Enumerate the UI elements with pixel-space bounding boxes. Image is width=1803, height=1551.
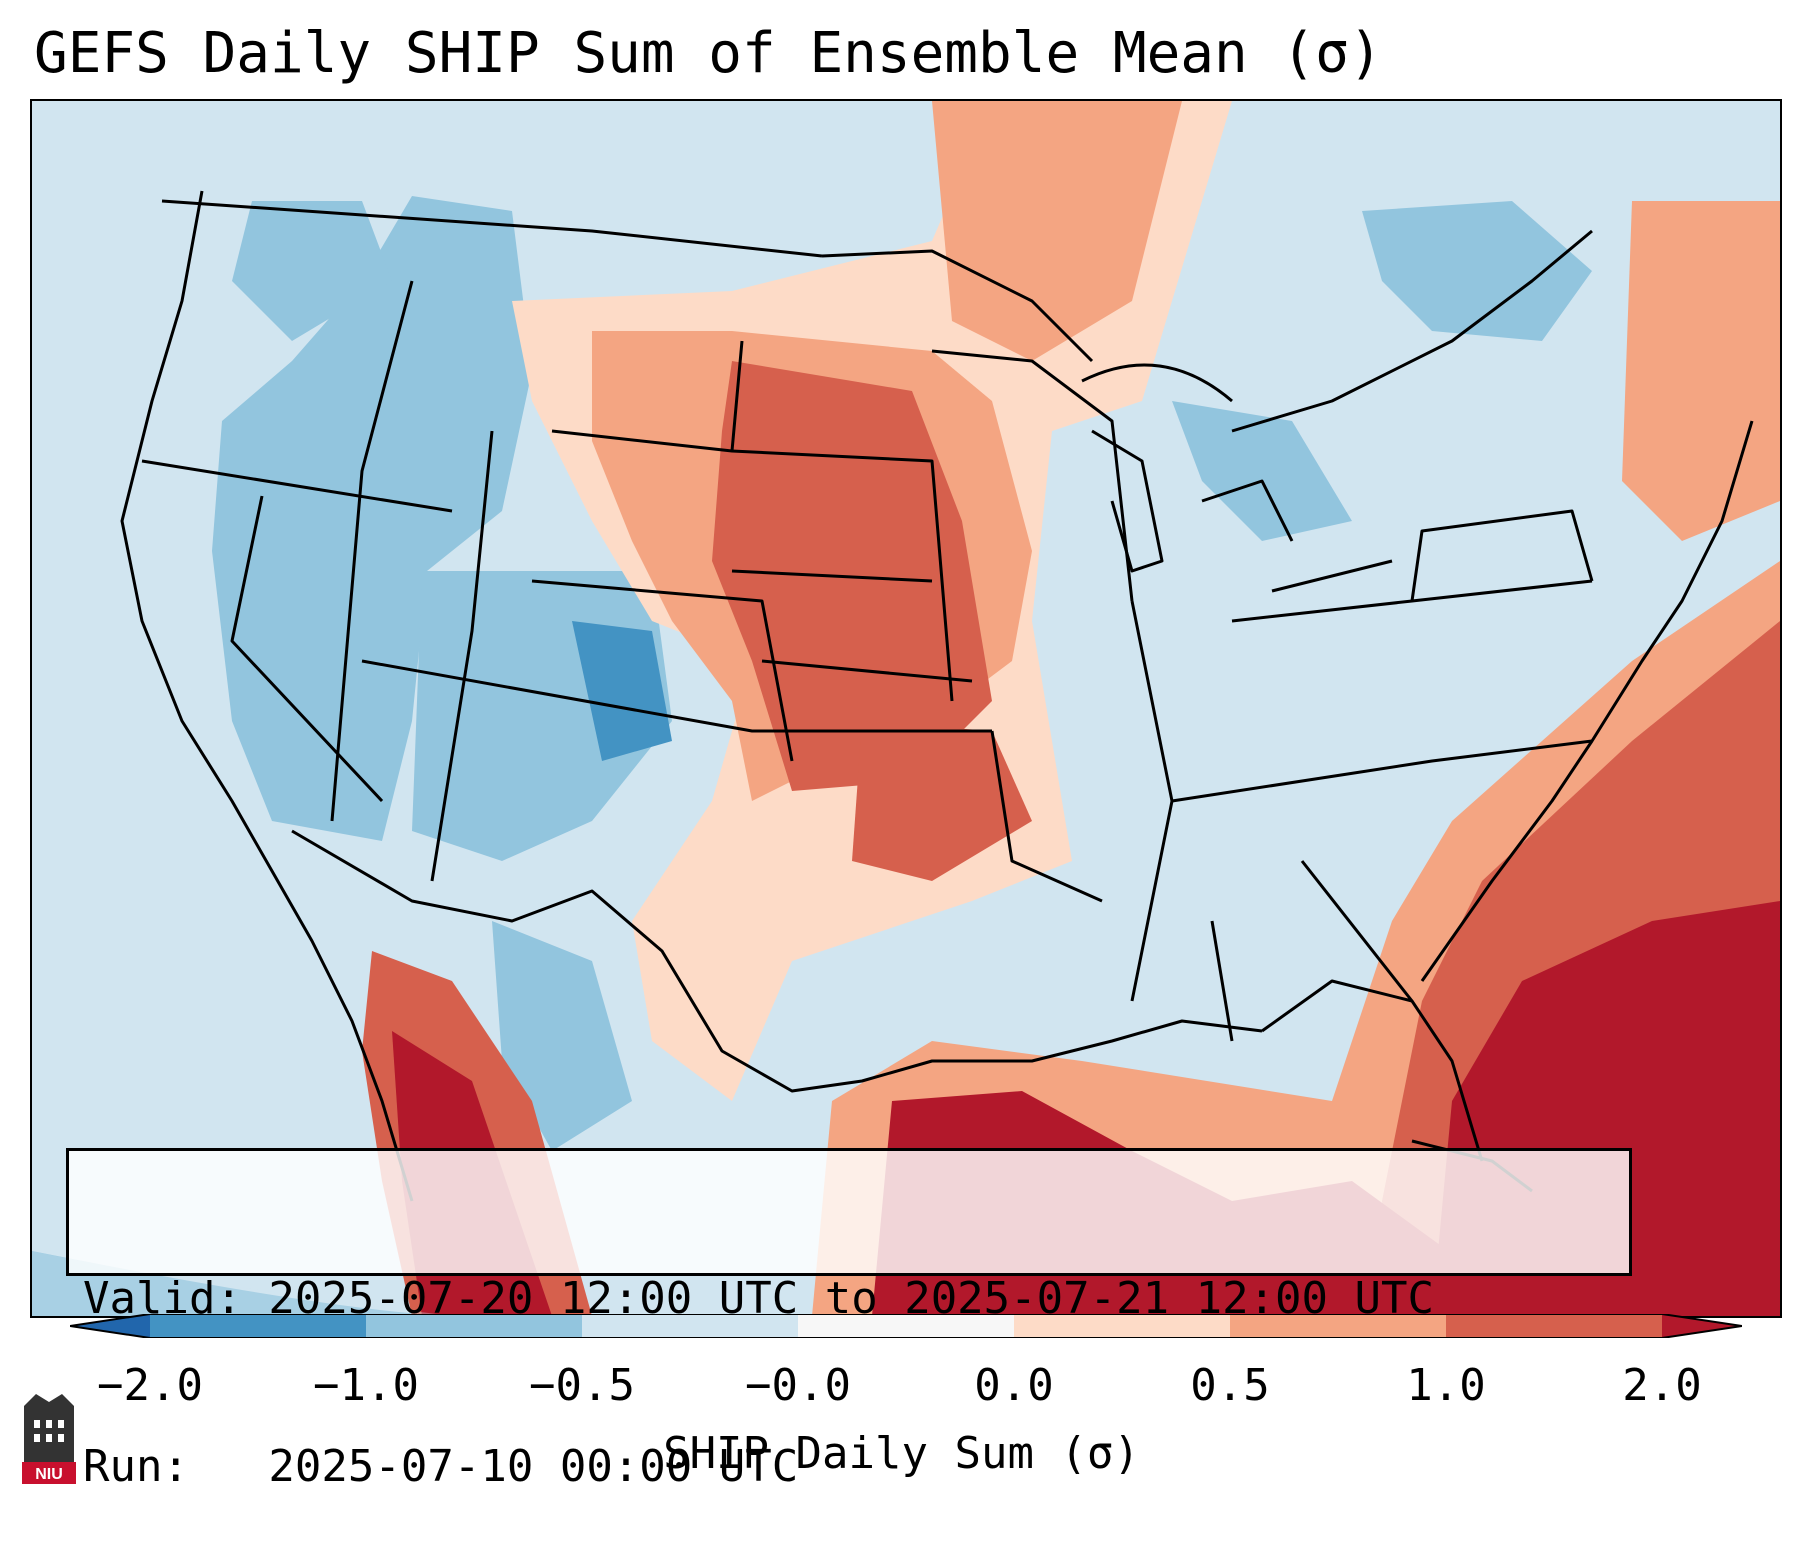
lake-huron [1201, 479, 1294, 542]
colorbar-tick-label: −2.0 [97, 1360, 203, 1411]
colorbar-tick-label: 0.5 [1190, 1360, 1270, 1411]
border-southern-tier [361, 659, 992, 733]
colorbar [70, 1314, 1742, 1338]
colorbar-tick-label: −0.5 [529, 1360, 635, 1411]
us-mexico-gulf-coast [291, 829, 1263, 1093]
border-co-ks [531, 579, 794, 762]
border-id-nv-az [330, 280, 414, 822]
border-pennsylvania [1410, 509, 1594, 602]
logo-text: NIU [35, 1466, 63, 1483]
colorbar-tick-label: 1.0 [1406, 1360, 1486, 1411]
colorbar-tick-label: 2.0 [1622, 1360, 1702, 1411]
logo-band [22, 1462, 76, 1484]
border-ks-ok [761, 659, 973, 683]
pacific-coastline [120, 190, 414, 1202]
lake-michigan [1091, 429, 1164, 573]
colorbar-segment [1014, 1314, 1231, 1338]
region-colorado-core [572, 621, 672, 761]
colorbar-segment [366, 1314, 583, 1338]
colorbar-segment [1446, 1314, 1663, 1338]
colorbar-segment [582, 1314, 799, 1338]
canada-border-central [821, 249, 1094, 363]
region-british-columbia [232, 201, 392, 341]
colorbar-segment [150, 1314, 367, 1338]
border-ga-fl [1300, 860, 1414, 1002]
niu-logo: NIU [22, 1394, 76, 1484]
colorbar-under-arrow [70, 1314, 150, 1338]
border-ar-la [990, 730, 1103, 903]
region-new-england-offshore [1622, 201, 1780, 541]
colorbar-tick-label: −0.0 [745, 1360, 851, 1411]
border-ca-nv [230, 495, 384, 803]
border-al [1210, 920, 1234, 1042]
border-or-ca-nv [141, 459, 453, 513]
map-canvas [32, 101, 1780, 1316]
coastlines-and-borders [120, 190, 1754, 1202]
colorbar-segments [150, 1314, 1663, 1338]
border-tn-nc [1171, 739, 1593, 803]
canada-border-west [161, 199, 823, 258]
canada-border-east [1231, 229, 1593, 433]
colorbar-tick-label: −1.0 [313, 1360, 419, 1411]
region-ontario [932, 101, 1182, 361]
map-panel [30, 99, 1782, 1318]
colorbar-label: SHIP Daily Sum (σ) [663, 1428, 1140, 1479]
region-great-lakes [1172, 401, 1352, 541]
region-pacific-edge [32, 1251, 452, 1316]
run-info-box: Valid: 2025-07-20 12:00 UTC to 2025-07-2… [66, 1148, 1632, 1492]
border-ne-sd [731, 569, 933, 583]
run-time-line: Run: 2025-07-10 00:00 UTC [83, 1441, 799, 1492]
region-quebec [1362, 201, 1592, 341]
border-ut-az [430, 430, 494, 882]
region-great-basin [212, 196, 532, 841]
colorbar-segment [798, 1314, 1015, 1338]
logo-spires [24, 1394, 74, 1406]
lake-erie [1271, 559, 1393, 593]
chart-title: GEFS Daily SHIP Sum of Ensemble Mean (σ) [34, 21, 1383, 86]
border-mn-wi-ia [931, 349, 1134, 602]
lake-superior [1081, 363, 1233, 403]
colorbar-segment [1230, 1314, 1447, 1338]
colorbar-over-arrow [1662, 1314, 1742, 1338]
colorbar-tick-label: 0.0 [974, 1360, 1054, 1411]
region-oklahoma [852, 721, 1032, 881]
atlantic-coastline [1420, 420, 1754, 982]
border-sd-ne-ks [731, 449, 954, 702]
negative-anomaly-regions [32, 196, 1592, 1316]
